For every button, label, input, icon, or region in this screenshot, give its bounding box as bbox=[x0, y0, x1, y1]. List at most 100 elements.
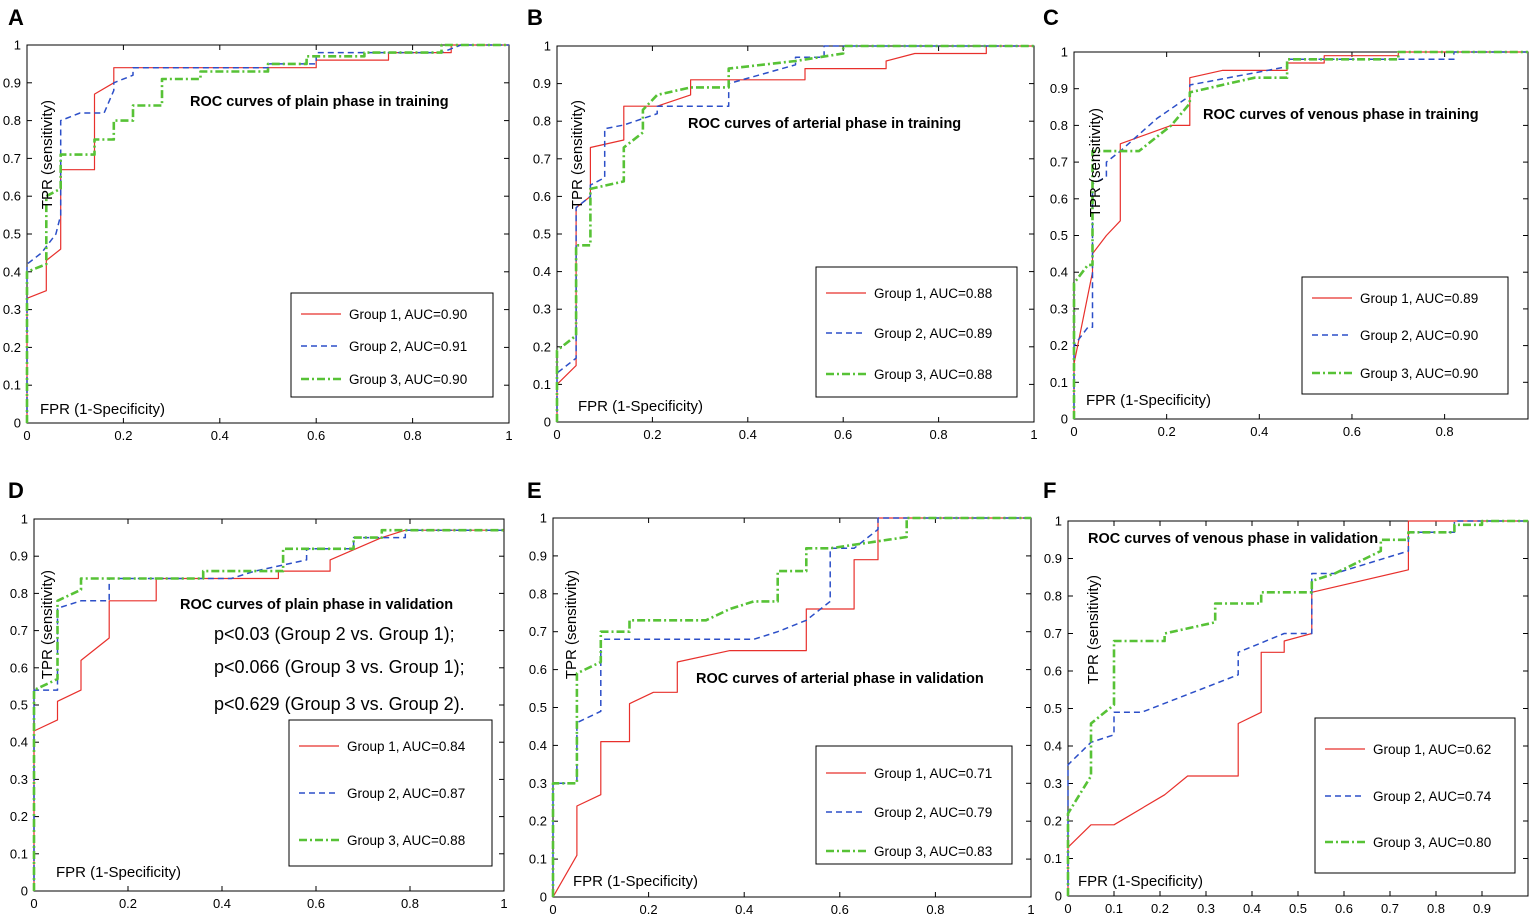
y-tick-label: 0.9 bbox=[1044, 551, 1062, 566]
x-axis-label: FPR (1-Specificity) bbox=[56, 864, 181, 881]
legend-label-group-3: Group 3, AUC=0.90 bbox=[1360, 366, 1478, 381]
x-tick-label: 0 bbox=[1064, 901, 1071, 916]
x-tick-label: 0 bbox=[553, 427, 560, 442]
legend-box bbox=[815, 745, 1013, 865]
legend: Group 1, AUC=0.62 Group 2, AUC=0.74 Group … bbox=[1314, 717, 1516, 874]
legend: Group 1, AUC=0.71 Group 2, AUC=0.79 Group … bbox=[815, 745, 1013, 865]
chart-title: ROC curves of venous phase in training bbox=[1203, 107, 1479, 123]
roc-curve-group-2 bbox=[552, 517, 1031, 897]
y-tick-label: 0.8 bbox=[529, 586, 547, 601]
y-tick-label: 1 bbox=[21, 512, 28, 527]
x-tick-label: 0.2 bbox=[119, 896, 137, 911]
roc-curve-group-1 bbox=[552, 517, 1031, 898]
x-axis-label: FPR (1-Specificity) bbox=[578, 398, 703, 415]
y-tick-label: 0.5 bbox=[533, 227, 551, 242]
y-tick-label: 0.8 bbox=[1044, 589, 1062, 604]
y-axis-label: TPR (sensitivity) bbox=[39, 570, 56, 679]
x-tick-label: 0.4 bbox=[1250, 424, 1268, 439]
x-tick-label: 0.2 bbox=[1151, 901, 1169, 916]
y-tick-label: 0.1 bbox=[533, 377, 551, 392]
roc-curve-group-1 bbox=[33, 529, 504, 891]
roc-panel-e: E 0 0.1 0.2 0.3 0.4 0.5 0.6 0.7 0.8 0.9 1 0 0.2 0.4 0.6… bbox=[527, 478, 1035, 917]
y-tick-label: 0.5 bbox=[10, 698, 28, 713]
y-tick-label: 0.5 bbox=[3, 227, 21, 242]
x-tick-label: 0.6 bbox=[1335, 901, 1353, 916]
x-axis-label: FPR (1-Specificity) bbox=[573, 873, 698, 890]
y-tick-label: 0.3 bbox=[529, 776, 547, 791]
y-tick-label: 1 bbox=[540, 511, 547, 526]
y-tick-label: 0.8 bbox=[3, 113, 21, 128]
x-tick-label: 0 bbox=[23, 428, 30, 443]
p-value-annotation: p<0.629 (Group 3 vs. Group 2). bbox=[214, 694, 465, 714]
roc-curve-group-3 bbox=[555, 44, 1034, 422]
x-tick-label: 0.1 bbox=[1105, 901, 1123, 916]
x-tick-label: 1 bbox=[1030, 427, 1037, 442]
y-tick-label: 1 bbox=[14, 38, 21, 53]
y-tick-label: 0.5 bbox=[1050, 228, 1068, 243]
y-tick-label: 0 bbox=[14, 416, 21, 431]
y-tick-label: 0.7 bbox=[10, 623, 28, 638]
y-tick-label: 0.7 bbox=[529, 624, 547, 639]
chart-title: ROC curves of plain phase in validation bbox=[180, 597, 453, 613]
y-tick-label: 0.5 bbox=[529, 700, 547, 715]
x-tick-label: 0.9 bbox=[1473, 901, 1491, 916]
y-tick-label: 0 bbox=[1055, 889, 1062, 904]
legend-label-group-1: Group 1, AUC=0.84 bbox=[347, 739, 466, 754]
x-tick-label: 0.8 bbox=[401, 896, 419, 911]
x-tick-label: 0.4 bbox=[213, 896, 231, 911]
y-tick-label: 0.2 bbox=[1050, 338, 1068, 353]
y-tick-label: 0.2 bbox=[533, 339, 551, 354]
y-axis-label: TPR (sensitivity) bbox=[569, 100, 586, 209]
roc-curve-group-2 bbox=[556, 45, 1034, 422]
x-tick-label: 0.4 bbox=[211, 428, 229, 443]
y-axis-label: TPR (sensitivity) bbox=[1087, 108, 1104, 217]
roc-panel-b: B 0 0.1 0.2 0.3 0.4 0.5 0.6 0.7 0.8 0.9 1 0 0.2 0.4 0.6… bbox=[527, 5, 1038, 442]
y-tick-label: 0.4 bbox=[529, 738, 547, 753]
y-tick-label: 0.9 bbox=[3, 75, 21, 90]
y-tick-label: 0.7 bbox=[533, 151, 551, 166]
legend-label-group-1: Group 1, AUC=0.71 bbox=[874, 766, 992, 781]
x-axis-label: FPR (1-Specificity) bbox=[40, 401, 165, 418]
x-tick-label: 0.2 bbox=[643, 427, 661, 442]
y-tick-label: 0.1 bbox=[1044, 851, 1062, 866]
x-tick-label: 0.8 bbox=[404, 428, 422, 443]
x-tick-label: 0.6 bbox=[307, 896, 325, 911]
y-tick-label: 0.6 bbox=[529, 662, 547, 677]
y-tick-label: 0 bbox=[540, 890, 547, 905]
panel-letter: C bbox=[1043, 5, 1059, 30]
legend-box bbox=[815, 266, 1018, 398]
x-tick-label: 0.2 bbox=[1158, 424, 1176, 439]
x-tick-label: 0.4 bbox=[1243, 901, 1261, 916]
y-tick-label: 0.3 bbox=[10, 772, 28, 787]
x-tick-label: 0.7 bbox=[1381, 901, 1399, 916]
y-tick-label: 0.3 bbox=[533, 302, 551, 317]
roc-curve-group-3 bbox=[551, 516, 1031, 897]
y-tick-label: 0 bbox=[1061, 412, 1068, 427]
legend-label-group-3: Group 3, AUC=0.88 bbox=[874, 367, 992, 382]
legend-label-group-2: Group 2, AUC=0.91 bbox=[349, 339, 467, 354]
y-tick-label: 0.4 bbox=[10, 735, 28, 750]
x-tick-label: 0 bbox=[30, 896, 37, 911]
x-axis-label: FPR (1-Specificity) bbox=[1078, 873, 1203, 890]
y-tick-label: 0.6 bbox=[10, 660, 28, 675]
y-tick-label: 0.3 bbox=[1044, 776, 1062, 791]
y-tick-label: 0.2 bbox=[10, 809, 28, 824]
y-tick-label: 0.2 bbox=[3, 340, 21, 355]
legend-label-group-3: Group 3, AUC=0.88 bbox=[347, 833, 465, 848]
roc-curve-group-1 bbox=[1067, 520, 1528, 896]
legend-label-group-1: Group 1, AUC=0.89 bbox=[1360, 291, 1478, 306]
x-tick-label: 0.8 bbox=[926, 902, 944, 917]
x-tick-label: 0.2 bbox=[114, 428, 132, 443]
y-tick-label: 0.4 bbox=[1050, 265, 1068, 280]
y-tick-label: 0.4 bbox=[533, 264, 551, 279]
x-tick-label: 0.6 bbox=[831, 902, 849, 917]
y-tick-label: 0 bbox=[21, 884, 28, 899]
legend-label-group-1: Group 1, AUC=0.62 bbox=[1373, 742, 1491, 757]
x-tick-label: 0.3 bbox=[1197, 901, 1215, 916]
legend: Group 1, AUC=0.90 Group 2, AUC=0.91 Group … bbox=[290, 292, 494, 398]
y-tick-label: 1 bbox=[1055, 514, 1062, 529]
roc-panel-c: C 0 0.1 0.2 0.3 0.4 0.5 0.6 0.7 0.8 0.9 1 0 0.2 0.4 0.6… bbox=[1043, 5, 1529, 439]
y-tick-label: 0.1 bbox=[529, 852, 547, 867]
y-tick-label: 0 bbox=[544, 415, 551, 430]
x-axis-label: FPR (1-Specificity) bbox=[1086, 392, 1211, 409]
